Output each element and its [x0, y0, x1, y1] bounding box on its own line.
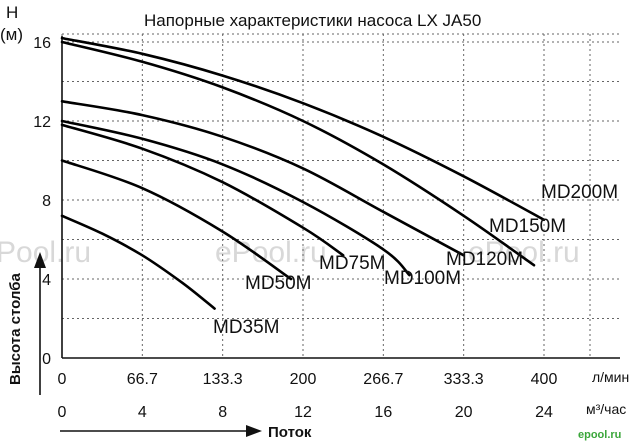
watermarks: Pool.ru ePool.ru ePool.ru: [0, 236, 580, 269]
curve-md150m: [60, 40, 536, 267]
x-unit-lpm: л/мин: [592, 369, 629, 385]
x-tick-label-m3h: 4: [138, 404, 147, 421]
series-label-md120m: MD120M: [446, 249, 523, 270]
y-axis-symbol: H: [6, 3, 18, 22]
logo-box: [572, 426, 636, 442]
y-arrow-head: [34, 252, 46, 268]
x-tick-label-lpm: 200: [290, 371, 317, 388]
logo-text: epool.ru: [578, 429, 621, 441]
x-tick-label-m3h: 8: [218, 404, 227, 421]
x-axis-label: Поток: [268, 424, 312, 441]
x-tick-labels-lpm: 0 66.7 133.3 200 266.7 333.3 400: [58, 371, 558, 388]
grid: [61, 33, 620, 358]
curve-md35m: [60, 214, 216, 310]
y-axis-label: Высота столба: [7, 272, 24, 385]
series-label-md100m: MD100M: [384, 268, 461, 289]
x-tick-label-m3h: 16: [374, 404, 392, 421]
x-arrow-head: [246, 425, 262, 437]
y-tick-label: 4: [42, 272, 51, 289]
series-curves: [60, 36, 546, 310]
y-tick-labels: 0 4 8 12 16: [33, 35, 51, 368]
y-axis-unit: (м): [0, 25, 23, 44]
series-label-md200m: MD200M: [541, 182, 618, 203]
y-axis-arrow: [34, 252, 46, 395]
y-tick-label: 12: [33, 114, 51, 131]
x-tick-label-lpm: 0: [58, 371, 67, 388]
series-label-md35m: MD35M: [213, 317, 280, 338]
x-tick-label-m3h: 12: [294, 404, 312, 421]
x-tick-labels-m3h: 0 4 8 12 16 20 24: [58, 404, 553, 421]
x-tick-label-m3h: 20: [455, 404, 473, 421]
y-tick-label: 0: [42, 351, 51, 368]
axes: [61, 36, 620, 359]
watermark-3: ePool.ru: [468, 236, 580, 269]
x-tick-label-lpm: 400: [531, 371, 558, 388]
curve-md50m: [60, 159, 293, 281]
series-label-md150m: MD150M: [489, 216, 566, 237]
x-unit-m3h: м³/час: [586, 401, 626, 417]
series-labels: MD200M MD150M MD120M MD100M MD75M MD50M …: [213, 182, 618, 338]
corner-logo: epool.ru: [572, 426, 636, 442]
curve-md200m: [60, 36, 546, 222]
x-tick-label-lpm: 266.7: [363, 371, 403, 388]
chart-title: Напорные характеристики насоса LX JA50: [144, 11, 481, 30]
series-label-md50m: MD50M: [245, 273, 312, 294]
y-tick-label: 16: [33, 35, 51, 52]
x-tick-label-lpm: 333.3: [444, 371, 484, 388]
watermark-1: Pool.ru: [0, 236, 91, 269]
x-axis-arrow: [60, 425, 262, 437]
curve-md120m: [60, 100, 465, 257]
x-tick-label-m3h: 0: [58, 404, 67, 421]
x-tick-label-lpm: 66.7: [127, 371, 158, 388]
curve-md75m: [60, 123, 345, 257]
curve-md100m: [60, 119, 411, 277]
y-tick-label: 8: [42, 193, 51, 210]
series-label-md75m: MD75M: [319, 253, 386, 274]
x-tick-label-m3h: 24: [535, 404, 553, 421]
x-tick-label-lpm: 133.3: [203, 371, 243, 388]
